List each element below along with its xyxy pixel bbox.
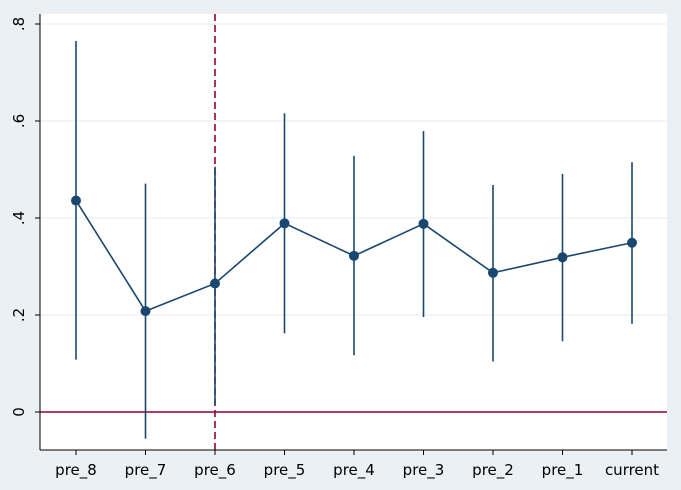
x-tick-label-pre_6: pre_6 (194, 461, 236, 480)
x-tick-label-pre_3: pre_3 (403, 461, 445, 480)
series-points (71, 195, 637, 317)
point-pre_4 (349, 250, 359, 261)
x-tick-label-pre_2: pre_2 (472, 461, 514, 480)
point-current (627, 237, 637, 248)
x-tick-label-pre_4: pre_4 (333, 461, 375, 480)
x-tick-label-pre_1: pre_1 (542, 461, 584, 480)
x-tick-label-pre_8: pre_8 (55, 461, 97, 480)
y-tick-label: .4 (10, 211, 28, 225)
y-tick-label: 0 (10, 407, 28, 417)
point-pre_3 (418, 218, 429, 229)
x-tick-label-pre_5: pre_5 (264, 461, 306, 480)
y-tick-label: .2 (10, 308, 28, 322)
axes (35, 14, 667, 455)
point-pre_6 (210, 278, 220, 289)
x-tick-label-current: current (605, 461, 659, 479)
y-tick-label: .8 (10, 17, 28, 31)
y-tick-labels: 0 .2 .4 .6 .8 (10, 17, 28, 417)
point-pre_1 (557, 252, 568, 263)
point-pre_5 (279, 218, 290, 229)
point-pre_7 (140, 306, 151, 317)
x-tick-labels: pre_8 pre_7 pre_6 pre_5 pre_4 pre_3 pre_2 pre_1… (55, 461, 659, 480)
point-pre_8 (71, 195, 81, 206)
point-pre_2 (488, 267, 498, 278)
y-tick-label: .6 (10, 114, 28, 128)
x-tick-label-pre_7: pre_7 (125, 461, 167, 480)
